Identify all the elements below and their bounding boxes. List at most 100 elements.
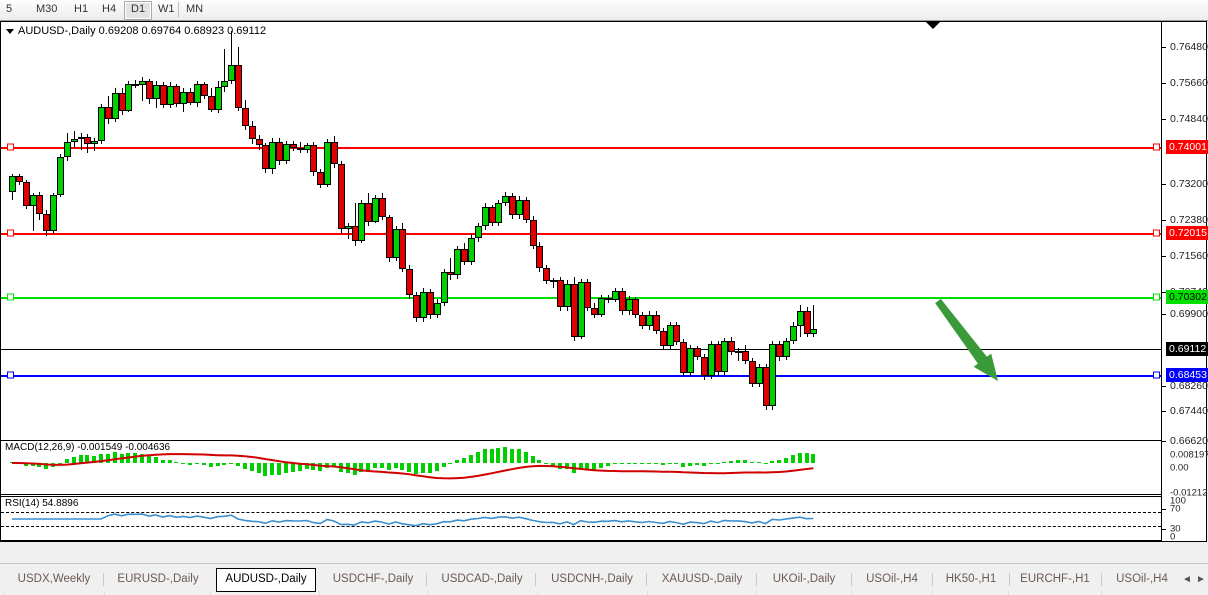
chart-tab-usoil-h4[interactable]: USOil-,H4 bbox=[1116, 573, 1168, 585]
candle-body bbox=[228, 65, 236, 81]
chart-shift-marker-icon[interactable] bbox=[926, 22, 940, 29]
macd-histogram-bar bbox=[386, 463, 391, 470]
timeframe-button-m30[interactable]: M30 bbox=[36, 3, 58, 15]
candle-body bbox=[673, 325, 681, 343]
timeframe-button-w1[interactable]: W1 bbox=[158, 3, 175, 15]
macd-histogram-bar bbox=[331, 463, 336, 468]
chart-tab-audusd-daily[interactable]: AUDUSD-,Daily bbox=[216, 568, 316, 592]
candle-body bbox=[385, 217, 393, 258]
candle-body bbox=[269, 142, 277, 169]
candle-wick bbox=[813, 304, 815, 337]
macd-histogram-bar bbox=[427, 463, 432, 474]
rsi-pane[interactable]: RSI(14) 54.8896 bbox=[1, 496, 1161, 541]
level-line-support-blue[interactable] bbox=[1, 375, 1161, 377]
timeframe-button-mn[interactable]: MN bbox=[186, 3, 204, 15]
macd-histogram-bar bbox=[421, 463, 425, 474]
level-line-resistance-2[interactable] bbox=[1, 233, 1161, 235]
candle-body bbox=[625, 299, 633, 312]
candle-body bbox=[762, 367, 770, 406]
candle-body bbox=[289, 143, 297, 149]
macd-histogram-bar bbox=[585, 463, 590, 470]
candle-body bbox=[173, 86, 181, 104]
candle-wick bbox=[80, 132, 82, 150]
macd-histogram-bar bbox=[112, 452, 117, 463]
macd-histogram-bar bbox=[242, 463, 247, 469]
candle-body bbox=[604, 298, 612, 301]
macd-pane[interactable]: MACD(12,26,9) -0.001549 -0.004636 bbox=[1, 440, 1161, 495]
price-axis-label: 0.70302 bbox=[1166, 290, 1208, 304]
macd-histogram-bar bbox=[530, 455, 535, 463]
chart-tab-usdcnh-daily[interactable]: USDCNH-,Daily bbox=[551, 573, 633, 585]
macd-histogram-bar bbox=[105, 453, 110, 463]
macd-histogram-bar bbox=[763, 463, 768, 465]
chart-tab-hk50-h1[interactable]: HK50-,H1 bbox=[945, 573, 997, 585]
macd-histogram-bar bbox=[749, 462, 754, 463]
macd-histogram-bar bbox=[441, 463, 446, 468]
chart-tab-bar[interactable]: USDX,Weekly EURUSD-,Daily AUDUSD-,Daily USD… bbox=[0, 563, 1208, 595]
timeframe-button-5[interactable]: 5 bbox=[6, 3, 13, 15]
price-axis-label: 0.69112 bbox=[1166, 342, 1208, 356]
timeframe-toolbar: 5 M30 H1 H4 D1 W1 MN bbox=[0, 0, 1208, 21]
green-down-arrow[interactable] bbox=[1, 22, 1161, 420]
rsi-level-line-30 bbox=[1, 526, 1161, 528]
chart-tab-usdchf-daily[interactable]: USDCHF-,Daily bbox=[332, 573, 414, 585]
level-handle-resistance-1[interactable] bbox=[1153, 143, 1160, 151]
macd-histogram-bar bbox=[167, 460, 172, 463]
chart-tab-usoil-h4[interactable]: USOil-,H4 bbox=[866, 573, 918, 585]
macd-histogram-bar bbox=[729, 461, 734, 463]
candle-body bbox=[193, 83, 201, 104]
level-line-resistance-1[interactable] bbox=[1, 147, 1161, 149]
chart-area[interactable]: AUDUSD-,Daily 0.69208 0.69764 0.68923 0.… bbox=[0, 21, 1208, 583]
candle-body bbox=[659, 330, 667, 346]
candle-body bbox=[632, 299, 640, 316]
macd-histogram-bar bbox=[414, 463, 419, 475]
tab-underline bbox=[1008, 591, 1103, 595]
chart-tab-eurchf-h1[interactable]: EURCHF-,H1 bbox=[1020, 573, 1090, 585]
macd-scale-label: 0.008197 bbox=[1170, 449, 1208, 461]
tab-scroll-right-icon[interactable]: ► bbox=[1196, 574, 1206, 585]
tab-scroll-left-icon[interactable]: ◄ bbox=[1182, 574, 1192, 585]
level-handle-support-blue[interactable] bbox=[7, 371, 14, 379]
level-handle-resistance-2[interactable] bbox=[1153, 229, 1160, 237]
candle-body bbox=[694, 348, 701, 357]
level-handle-support-green[interactable] bbox=[7, 293, 14, 301]
tab-separator bbox=[646, 573, 647, 586]
chart-tab-ukoil-daily[interactable]: UKOil-,Daily bbox=[772, 573, 836, 585]
macd-histogram-bar bbox=[489, 448, 494, 463]
candle-body bbox=[515, 199, 523, 215]
candle-wick bbox=[32, 192, 34, 231]
chart-tab-usdcad-daily[interactable]: USDCAD-,Daily bbox=[441, 573, 523, 585]
timeframe-button-h1[interactable]: H1 bbox=[74, 3, 89, 15]
level-handle-resistance-1[interactable] bbox=[7, 143, 14, 151]
timeframe-button-h4[interactable]: H4 bbox=[102, 3, 117, 15]
level-handle-resistance-2[interactable] bbox=[7, 229, 14, 237]
price-axis-tick bbox=[1162, 47, 1166, 48]
price-axis-label: 0.75660 bbox=[1170, 77, 1208, 89]
macd-histogram-bar bbox=[660, 463, 665, 466]
candle-body bbox=[783, 341, 791, 358]
macd-histogram-bar bbox=[78, 455, 83, 463]
level-handle-support-green[interactable] bbox=[1153, 293, 1160, 301]
macd-histogram-bar bbox=[44, 463, 49, 470]
macd-histogram-bar bbox=[188, 463, 193, 465]
candle-body bbox=[111, 93, 119, 120]
candle-body bbox=[15, 175, 23, 182]
chart-tab-xauusd-daily[interactable]: XAUUSD-,Daily bbox=[661, 573, 743, 585]
candle-body bbox=[118, 93, 126, 111]
price-axis[interactable]: 0.76480 0.75660 0.74840 0.74001 0.73200 0.723… bbox=[1161, 22, 1208, 543]
price-pane[interactable] bbox=[1, 22, 1161, 440]
triangle-down-icon[interactable] bbox=[6, 28, 14, 34]
macd-histogram-bar bbox=[208, 463, 213, 467]
chart-tab-usdx-weekly[interactable]: USDX,Weekly bbox=[17, 573, 91, 585]
candle-body bbox=[378, 198, 386, 218]
chart-tab-eurusd-daily[interactable]: EURUSD-,Daily bbox=[117, 573, 199, 585]
macd-histogram-bar bbox=[393, 463, 398, 469]
level-line-current-price[interactable] bbox=[1, 349, 1161, 350]
candle-body bbox=[56, 156, 64, 195]
level-handle-support-blue[interactable] bbox=[1153, 371, 1160, 379]
macd-histogram-bar bbox=[640, 463, 645, 465]
tab-separator bbox=[932, 573, 933, 586]
timeframe-button-d1[interactable]: D1 bbox=[124, 1, 153, 20]
candle-body bbox=[570, 283, 578, 337]
candle-body bbox=[598, 298, 606, 315]
